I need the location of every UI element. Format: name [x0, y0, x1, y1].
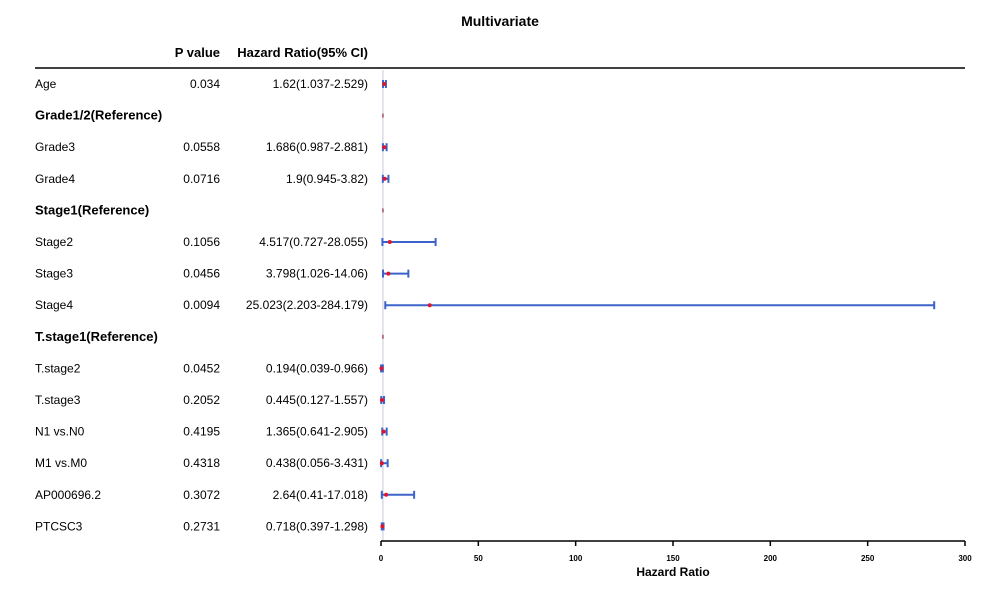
row-hazard-ratio: 0.445(0.127-1.557)	[266, 393, 368, 407]
x-tick-label: 150	[666, 554, 680, 563]
row-pvalue: 0.0452	[183, 361, 220, 375]
row-pvalue: 0.2052	[183, 393, 220, 407]
forest-row: AP000696.2 0.3072 2.64(0.41-17.018)	[35, 488, 416, 502]
hazard-ratio-point	[379, 461, 384, 466]
hazard-ratio-point	[381, 429, 386, 434]
row-label: Stage2	[35, 235, 73, 249]
forest-row: PTCSC3 0.2731 0.718(0.397-1.298)	[35, 519, 385, 533]
row-label: Stage3	[35, 267, 73, 281]
x-tick-label: 300	[958, 554, 972, 563]
row-hazard-ratio: 25.023(2.203-284.179)	[246, 298, 368, 312]
pvalue-header: P value	[175, 45, 220, 60]
row-label: Grade4	[35, 172, 75, 186]
forest-row: M1 vs.M0 0.4318 0.438(0.056-3.431)	[35, 456, 389, 470]
forest-row: Grade3 0.0558 1.686(0.987-2.881)	[35, 140, 388, 154]
x-tick-label: 250	[861, 554, 875, 563]
row-pvalue: 0.4195	[183, 425, 220, 439]
forest-row: Stage2 0.1056 4.517(0.727-28.055)	[35, 235, 437, 249]
x-tick-label: 0	[379, 554, 384, 563]
forest-row: Age 0.034 1.62(1.037-2.529)	[35, 77, 387, 91]
x-tick-label: 200	[764, 554, 778, 563]
hazard-ratio-point	[386, 271, 391, 276]
row-label: Age	[35, 77, 57, 91]
row-pvalue: 0.034	[190, 77, 220, 91]
rows-layer: Age 0.034 1.62(1.037-2.529) Grade1/2(Refere…	[35, 77, 936, 533]
row-pvalue: 0.0456	[183, 267, 220, 281]
forest-row: Stage4 0.0094 25.023(2.203-284.179)	[35, 298, 936, 312]
hazard-ratio-point	[427, 303, 432, 308]
row-hazard-ratio: 1.365(0.641-2.905)	[266, 425, 368, 439]
row-hazard-ratio: 1.686(0.987-2.881)	[266, 140, 368, 154]
x-axis-ticks: 0 50 100 150 200 250 300	[379, 541, 972, 563]
hazard-ratio-point	[382, 176, 387, 181]
row-pvalue: 0.1056	[183, 235, 220, 249]
forest-row: T.stage2 0.0452 0.194(0.039-0.966)	[35, 361, 384, 375]
forest-row: Grade1/2(Reference)	[35, 108, 384, 123]
hazard-ratio-point	[379, 398, 384, 402]
row-hazard-ratio: 3.798(1.026-14.06)	[266, 267, 368, 281]
row-label: T.stage2	[35, 361, 81, 375]
row-label: T.stage1(Reference)	[35, 329, 158, 344]
row-label: M1 vs.M0	[35, 456, 87, 470]
hazard-ratio-point	[387, 240, 392, 244]
row-label: Grade3	[35, 140, 75, 154]
row-label: PTCSC3	[35, 519, 83, 533]
row-hazard-ratio: 0.438(0.056-3.431)	[266, 456, 368, 470]
row-pvalue: 0.2731	[183, 519, 220, 533]
forest-row: Grade4 0.0716 1.9(0.945-3.82)	[35, 172, 390, 186]
forest-row: T.stage3 0.2052 0.445(0.127-1.557)	[35, 393, 386, 407]
forest-row: T.stage1(Reference)	[35, 329, 384, 344]
row-hazard-ratio: 1.9(0.945-3.82)	[286, 172, 368, 186]
x-axis-label: Hazard Ratio	[636, 565, 709, 579]
row-label: Stage4	[35, 298, 73, 312]
row-hazard-ratio: 0.718(0.397-1.298)	[266, 519, 368, 533]
forest-row: Stage1(Reference)	[35, 202, 384, 217]
hazard-ratio-point	[384, 492, 389, 497]
row-label: Grade1/2(Reference)	[35, 108, 162, 123]
hazard-ratio-point	[380, 524, 385, 529]
row-pvalue: 0.0716	[183, 172, 220, 186]
row-hazard-ratio: 1.62(1.037-2.529)	[273, 77, 368, 91]
forest-row: Stage3 0.0456 3.798(1.026-14.06)	[35, 267, 410, 281]
hazard-ratio-point	[382, 82, 387, 86]
forest-row: N1 vs.N0 0.4195 1.365(0.641-2.905)	[35, 425, 388, 439]
row-hazard-ratio: 2.64(0.41-17.018)	[273, 488, 368, 502]
row-label: T.stage3	[35, 393, 81, 407]
row-hazard-ratio: 4.517(0.727-28.055)	[259, 235, 368, 249]
row-pvalue: 0.3072	[183, 488, 220, 502]
row-pvalue: 0.0558	[183, 140, 220, 154]
row-hazard-ratio: 0.194(0.039-0.966)	[266, 361, 368, 375]
hazard-ratio-header: Hazard Ratio(95% CI)	[237, 45, 368, 60]
row-label: AP000696.2	[35, 488, 101, 502]
chart-title: Multivariate	[461, 13, 539, 29]
row-pvalue: 0.0094	[183, 298, 220, 312]
x-tick-label: 100	[569, 554, 583, 563]
x-tick-label: 50	[474, 554, 483, 563]
row-label: N1 vs.N0	[35, 425, 85, 439]
row-label: Stage1(Reference)	[35, 202, 149, 217]
hazard-ratio-point	[379, 366, 384, 371]
hazard-ratio-point	[382, 145, 387, 150]
row-pvalue: 0.4318	[183, 456, 220, 470]
